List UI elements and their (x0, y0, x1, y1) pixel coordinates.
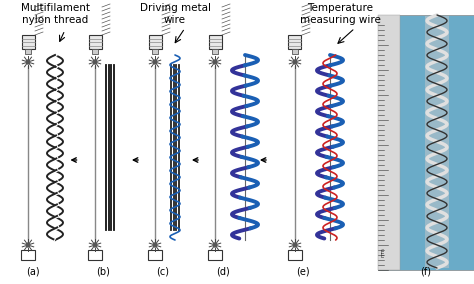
Circle shape (293, 243, 297, 247)
Bar (25, 49, 31, 54)
Circle shape (26, 243, 30, 247)
Bar (148, 35, 162, 49)
Bar (152, 49, 158, 54)
Text: (a): (a) (26, 267, 40, 277)
Text: Driving metal
wire: Driving metal wire (139, 3, 210, 25)
Bar (289, 35, 301, 49)
Text: Multifilament
nylon thread: Multifilament nylon thread (20, 3, 90, 25)
Bar (292, 49, 298, 54)
Bar (209, 35, 221, 49)
Bar (21, 35, 35, 49)
Text: (f): (f) (420, 267, 431, 277)
Circle shape (93, 243, 97, 247)
Bar (92, 49, 98, 54)
Bar (288, 250, 302, 260)
Circle shape (153, 60, 157, 64)
Bar (378, 15, 474, 270)
Text: (e): (e) (296, 267, 310, 277)
Circle shape (293, 60, 297, 64)
Circle shape (213, 60, 217, 64)
Circle shape (213, 243, 217, 247)
Bar (148, 250, 162, 260)
Bar (212, 49, 218, 54)
Circle shape (26, 60, 30, 64)
Text: (c): (c) (156, 267, 170, 277)
Bar (89, 35, 101, 49)
Bar (378, 15, 400, 270)
Bar (88, 250, 102, 260)
Text: Temperature
measuring wire: Temperature measuring wire (300, 3, 381, 25)
Bar (21, 250, 35, 260)
Circle shape (93, 60, 97, 64)
Text: (b): (b) (96, 267, 110, 277)
Circle shape (153, 243, 157, 247)
Bar (208, 250, 222, 260)
Text: (d): (d) (216, 267, 230, 277)
Text: mm: mm (381, 247, 385, 257)
Bar (425, 16, 449, 268)
